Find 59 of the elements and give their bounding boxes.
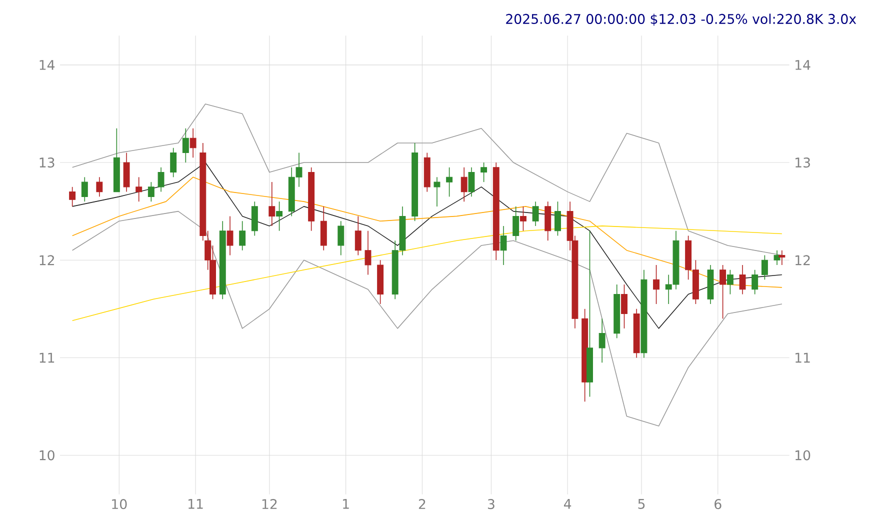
line-series bbox=[72, 162, 782, 330]
x-tick-label: 6 bbox=[714, 499, 722, 510]
y2-tick-label: 10 bbox=[796, 450, 810, 461]
candlestick bbox=[778, 250, 786, 266]
candlestick bbox=[621, 284, 628, 330]
line-series bbox=[72, 211, 782, 427]
candlestick bbox=[480, 162, 488, 183]
y-tick-label: 12 bbox=[40, 255, 54, 266]
chart-title: 2025.06.27 00:00:00 $12.03 -0.25% vol:220.8K 3.0x bbox=[506, 14, 856, 26]
candlestick bbox=[268, 182, 276, 227]
candlestick bbox=[726, 270, 734, 295]
x-tick-label: 10 bbox=[112, 499, 127, 510]
candlestick bbox=[69, 186, 76, 208]
x-tick-label: 5 bbox=[638, 499, 645, 510]
candlestick bbox=[774, 250, 780, 266]
candlestick bbox=[148, 182, 154, 202]
candlestick bbox=[364, 230, 372, 276]
candlestick bbox=[226, 216, 234, 256]
candlestick bbox=[190, 128, 196, 158]
candlestick bbox=[739, 264, 746, 295]
candlestick bbox=[96, 176, 103, 198]
candlestick bbox=[81, 176, 88, 202]
y2-tick-label: 14 bbox=[796, 60, 810, 70]
y-tick-label: 14 bbox=[40, 60, 55, 70]
candlestick bbox=[520, 206, 526, 232]
candlestick bbox=[598, 318, 606, 364]
x-tick-label: 2 bbox=[418, 499, 426, 510]
y-tick-label: 10 bbox=[40, 450, 54, 461]
candlestick bbox=[512, 206, 520, 242]
candlestick bbox=[468, 167, 475, 198]
candlestick bbox=[170, 148, 177, 178]
y2-tick-label: 11 bbox=[796, 353, 810, 363]
y-tick-label: 11 bbox=[40, 353, 54, 363]
x-tick-label: 4 bbox=[564, 499, 572, 509]
candlestick bbox=[354, 216, 362, 256]
candlestick bbox=[434, 176, 440, 208]
line-series bbox=[72, 176, 782, 288]
candlestick bbox=[239, 220, 246, 251]
x-tick-label: 12 bbox=[262, 499, 277, 510]
x-tick-label: 11 bbox=[188, 499, 203, 509]
candlestick bbox=[752, 270, 758, 295]
x-tick-label: 1 bbox=[343, 499, 349, 509]
candlestick bbox=[532, 201, 539, 227]
y2-tick-label: 13 bbox=[796, 158, 810, 168]
candlestick bbox=[761, 255, 768, 280]
candlestick bbox=[182, 128, 189, 164]
y2-tick-label: 12 bbox=[796, 255, 810, 266]
candlestick bbox=[720, 264, 726, 320]
candlestick bbox=[446, 167, 453, 198]
candlestick bbox=[136, 176, 142, 202]
candlestick bbox=[276, 201, 283, 232]
candlestick bbox=[500, 226, 507, 266]
candlestick bbox=[554, 201, 561, 236]
candlestick bbox=[653, 264, 660, 305]
y-tick-label: 13 bbox=[40, 158, 54, 168]
candlestick bbox=[158, 167, 164, 192]
x-tick-label: 3 bbox=[488, 499, 494, 510]
candlestick bbox=[460, 167, 468, 202]
candlestick bbox=[338, 220, 344, 256]
